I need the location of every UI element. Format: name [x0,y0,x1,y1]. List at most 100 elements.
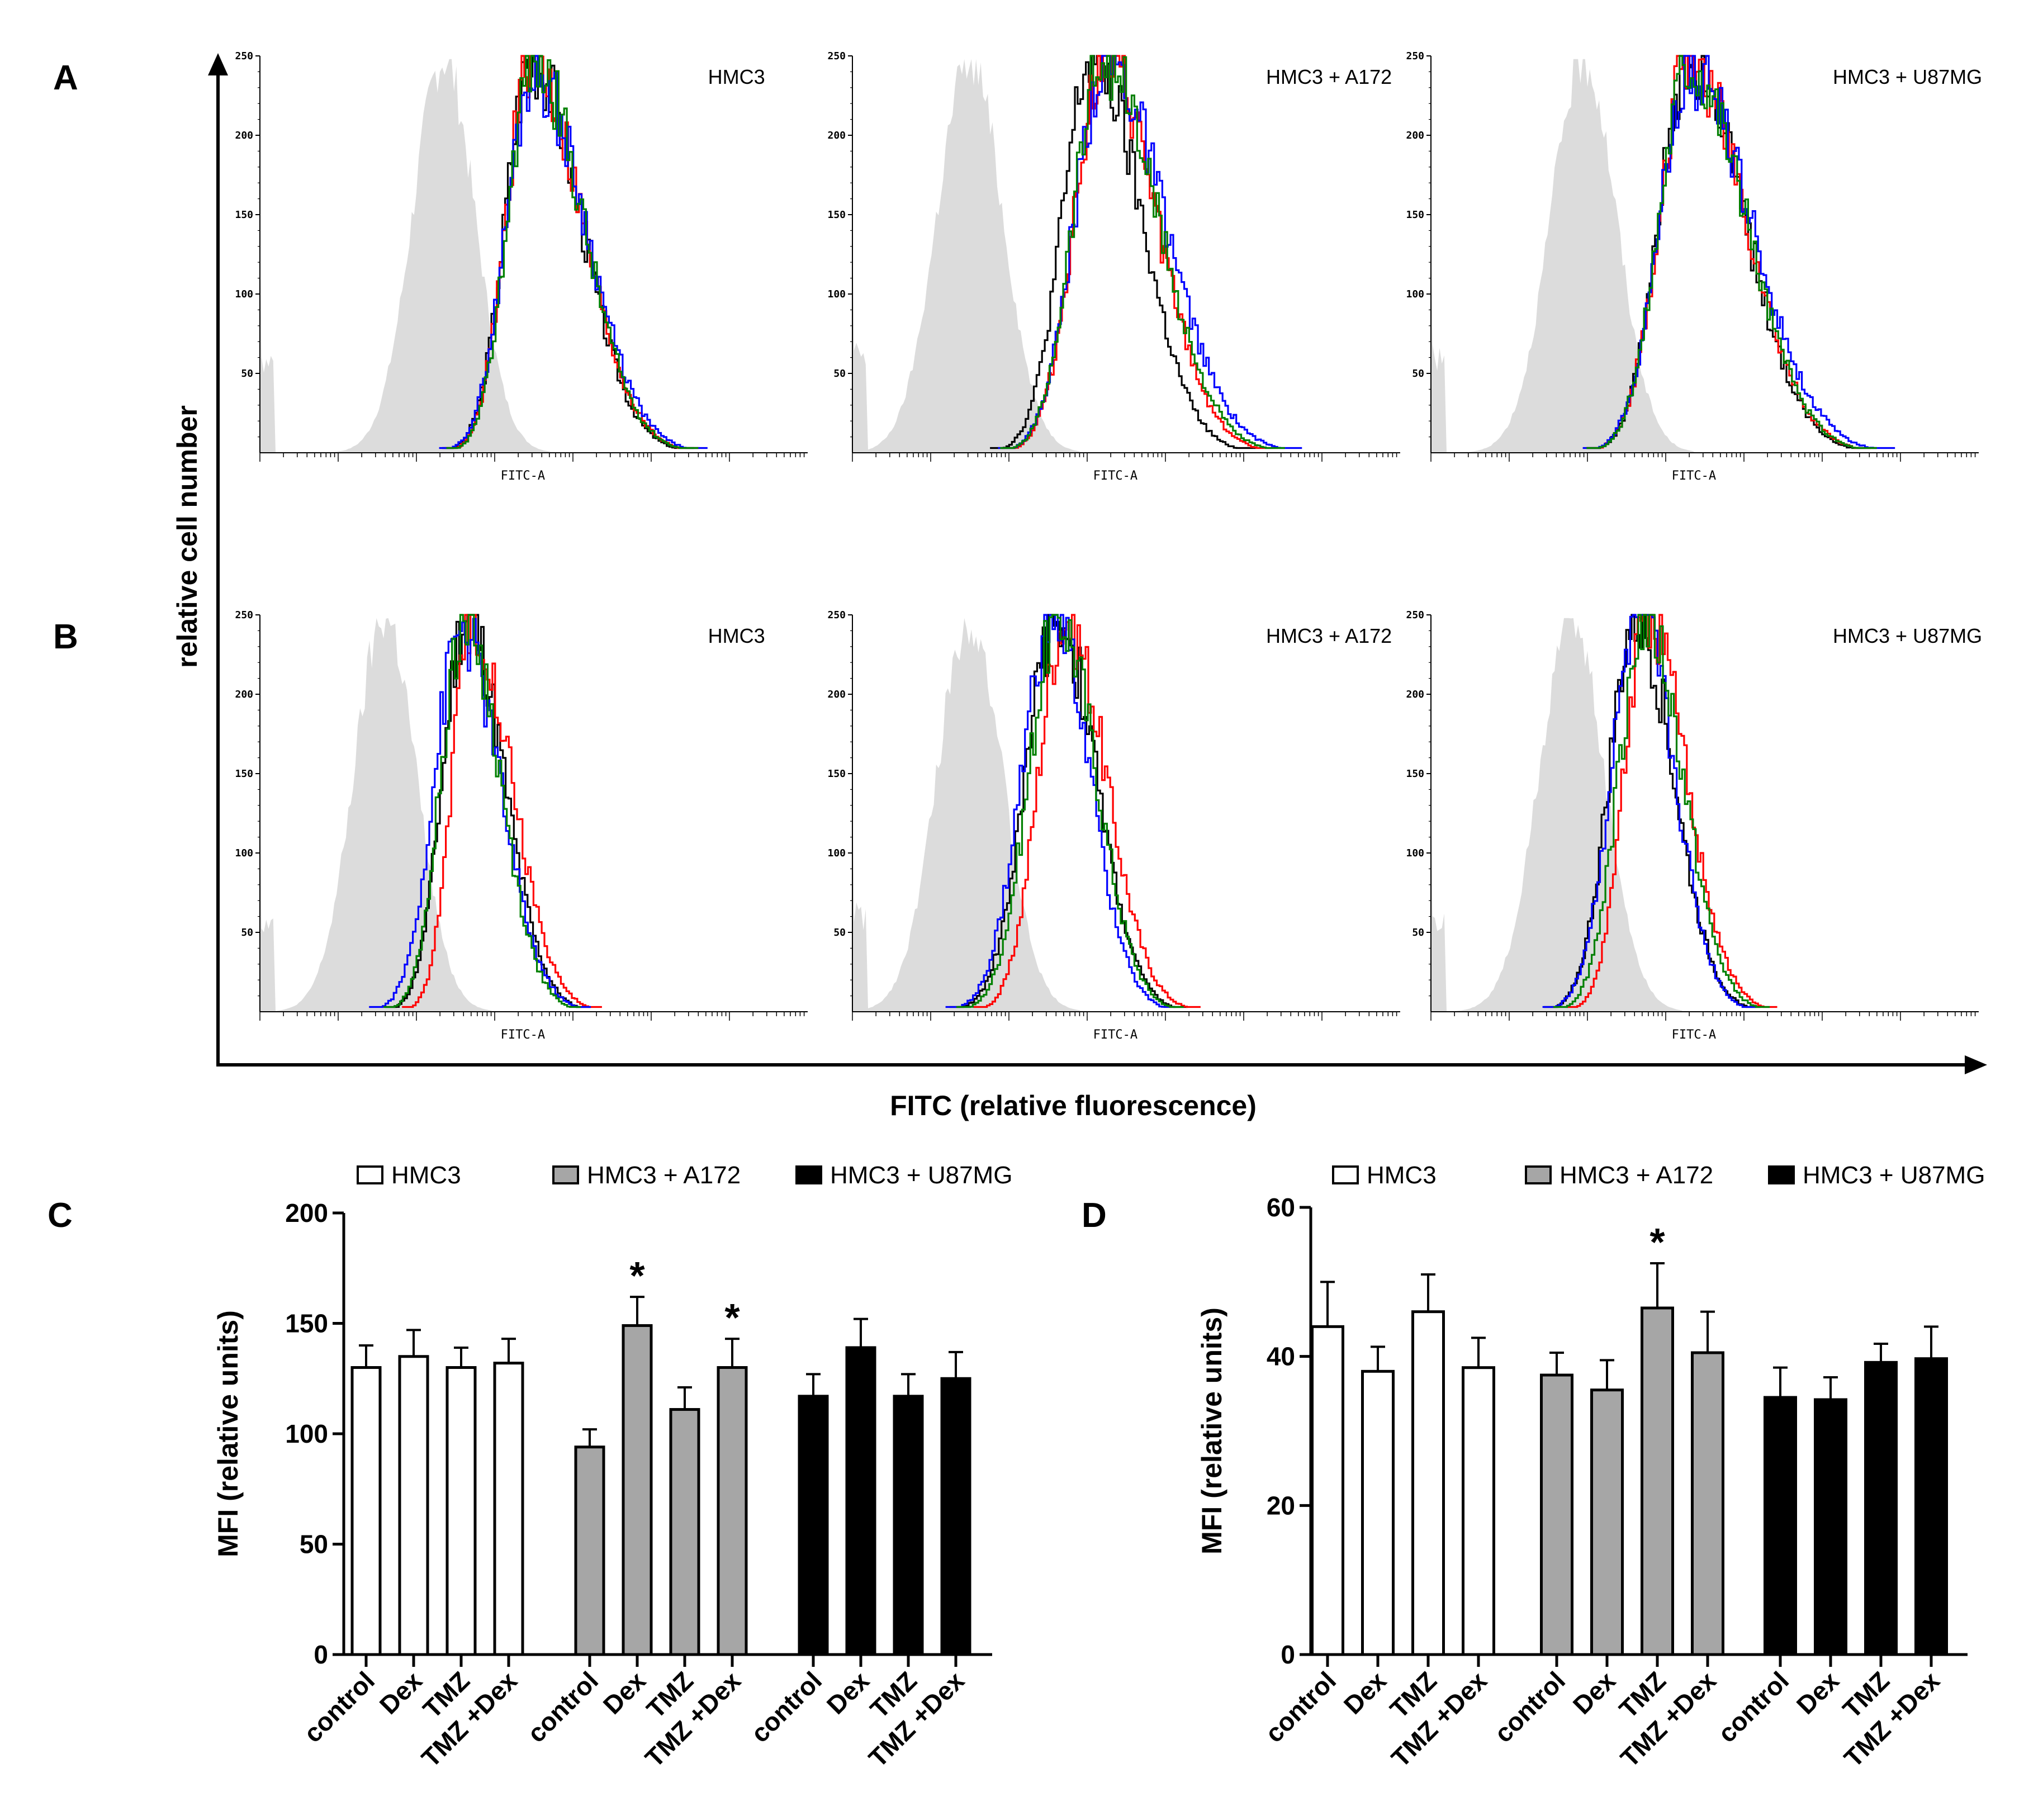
isotype-histogram [852,59,1082,453]
histogram-line-dex [973,614,1201,1008]
histogram-panel-A1: 50 100 150 200 250 FITC-A HMC3 [235,50,808,483]
bar-chart-y-tick-label: 0 [1281,1640,1295,1669]
bar-chart-y-tick-label: 150 [285,1309,328,1338]
histogram-panels: 50 100 150 200 250 FITC-A HMC3 50 100 150 200 250 FI… [235,50,1982,1042]
histogram-line-tmz-dex [1553,614,1770,1008]
bar-hmc3-a172-tmz [669,1408,700,1656]
histogram-y-tick-label: 150 [235,209,253,221]
histogram-y-tick-label: 50 [833,368,846,380]
histogram-line-tmz-dex [1586,55,1877,449]
bar-hmc3-u87mg-tmz-dex [1914,1357,1948,1656]
histogram-y-tick-label: 100 [235,288,253,300]
histogram-y-tick-label: 150 [827,768,846,780]
histogram-y-tick-label: 250 [1406,50,1424,62]
panel-label-b: B [53,618,78,656]
histogram-x-label: FITC-A [501,469,545,483]
histogram-y-tick-label: 250 [235,609,253,621]
bar-chart-y-tick-label: 60 [1267,1193,1295,1222]
legend-swatch-1 [1525,1165,1552,1184]
histogram-title: HMC3 [708,624,765,647]
bar-hmc3-a172-control [1540,1373,1573,1656]
bar-hmc3-u87mg-dex [845,1346,876,1656]
histogram-line-tmz-dex [446,55,699,449]
histogram-y-tick-label: 200 [827,130,846,141]
shared-x-axis-arrow [1965,1055,1987,1074]
histogram-y-tick-label: 200 [235,689,253,700]
bar-chart-y-tick-label: 0 [314,1640,328,1669]
legend-label-1: HMC3 + A172 [587,1162,741,1189]
bar-hmc3-a172-tmz [1641,1306,1674,1656]
histogram-y-tick-label: 100 [1406,288,1424,300]
histogram-y-tick-label: 250 [1406,609,1424,621]
panel-label-a: A [53,59,78,97]
bar-chart-y-label: MFI (relative units) [1196,1307,1227,1554]
histogram-y-tick-label: 200 [1406,689,1424,700]
histogram-x-label: FITC-A [1093,1028,1137,1042]
histogram-title: HMC3 [708,65,765,88]
isotype-histogram [1431,59,1695,453]
legend-label-2: HMC3 + U87MG [830,1162,1012,1189]
panel-label-d: D [1082,1196,1107,1235]
bar-chart-y-tick-label: 20 [1267,1491,1295,1520]
bar-hmc3-tmz [445,1366,477,1656]
bar-hmc3-tmz-dex [493,1362,524,1656]
legend-label-0: HMC3 [391,1162,461,1189]
histogram-line-tmz [998,55,1302,449]
histogram-y-tick-label: 150 [1406,209,1424,221]
histogram-y-tick-label: 250 [235,50,253,62]
shared-x-axis-label: FITC (relative fluorescence) [890,1090,1257,1121]
histogram-line-control [990,55,1256,449]
histogram-y-tick-label: 150 [235,768,253,780]
histogram-y-tick-label: 150 [827,209,846,221]
histogram-line-dex [402,614,602,1008]
histogram-panel-B1: 50 100 150 200 250 FITC-A HMC3 [235,609,808,1042]
histogram-line-tmz-dex [956,614,1184,1008]
legend-swatch-1 [552,1165,579,1184]
histogram-y-tick-label: 250 [827,609,846,621]
histogram-line-tmz-dex [383,614,581,1008]
bar-chart-D: MFI (relative units) 0 20 40 60 HMC3 HMC3 + A1… [1196,1162,1985,1773]
bar-chart-y-tick-label: 40 [1267,1342,1295,1371]
histogram-line-tmz-dex [1000,55,1285,449]
bar-hmc3-a172-control [574,1445,605,1656]
bar-hmc3-u87mg-tmz-dex [940,1377,971,1656]
bar-hmc3-dex [1361,1369,1395,1656]
histogram-y-tick-label: 200 [827,689,846,700]
bar-hmc3-tmz [1411,1310,1445,1656]
histogram-title: HMC3 + A172 [1266,65,1392,88]
histogram-x-label: FITC-A [1672,469,1716,483]
histogram-y-tick-label: 200 [235,130,253,141]
shared-y-axis-label: relative cell number [172,405,203,668]
histogram-y-tick-label: 200 [1406,130,1424,141]
histogram-line-dex [1002,55,1278,449]
bar-hmc3-u87mg-control [1764,1396,1797,1656]
histogram-x-label: FITC-A [1093,469,1137,483]
histogram-title: HMC3 + U87MG [1833,65,1982,88]
bar-hmc3-a172-tmz-dex [717,1366,748,1656]
histogram-y-tick-label: 50 [1412,368,1424,380]
histogram-y-tick-label: 100 [235,847,253,859]
bar-chart-y-tick-label: 50 [300,1530,328,1559]
histogram-y-tick-label: 250 [827,50,846,62]
histogram-y-tick-label: 50 [241,368,253,380]
histogram-panel-B3: 50 100 150 200 250 FITC-A HMC3 + U87MG [1406,609,1982,1042]
histogram-line-dex [1566,614,1777,1008]
legend-swatch-0 [1332,1165,1359,1184]
isotype-histogram [852,618,1082,1012]
histogram-y-tick-label: 150 [1406,768,1424,780]
legend-label-1: HMC3 + A172 [1560,1162,1713,1189]
bar-hmc3-a172-dex [1590,1388,1624,1656]
isotype-histogram [260,59,551,453]
bar-hmc3-u87mg-control [798,1395,829,1656]
legend-swatch-2 [1768,1165,1795,1184]
histogram-panel-A2: 50 100 150 200 250 FITC-A HMC3 + A172 [827,50,1400,483]
bar-hmc3-u87mg-tmz [1864,1361,1898,1656]
panel-label-c: C [48,1196,73,1235]
bar-hmc3-control [1311,1325,1344,1656]
histogram-x-label: FITC-A [501,1028,545,1042]
histogram-x-label: FITC-A [1672,1028,1716,1042]
histogram-line-tmz [1542,614,1756,1008]
histogram-y-tick-label: 100 [827,288,846,300]
